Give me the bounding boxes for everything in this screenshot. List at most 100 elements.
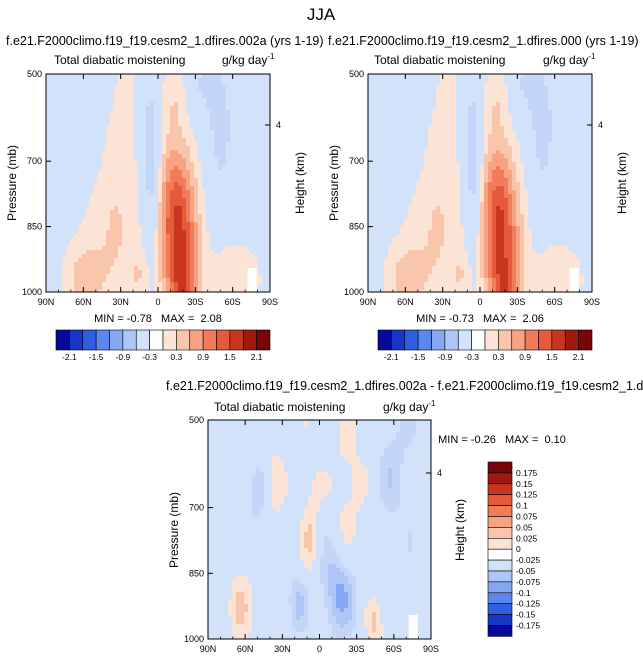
field-cell: [400, 186, 405, 191]
field-cell: [58, 94, 63, 99]
field-cell: [86, 214, 91, 219]
field-cell: [572, 154, 577, 159]
field-cell: [254, 134, 259, 139]
field-cell: [146, 190, 151, 195]
field-cell: [380, 110, 385, 115]
field-cell: [476, 142, 481, 147]
field-cell: [114, 162, 119, 167]
field-cell: [222, 158, 227, 163]
field-cell: [182, 174, 187, 179]
field-cell: [424, 126, 429, 131]
field-cell: [428, 130, 433, 135]
field-cell: [424, 170, 429, 175]
field-cell: [472, 194, 477, 199]
field-cell: [380, 138, 385, 143]
field-cell: [432, 202, 437, 207]
colorbar-label: 0.3: [492, 352, 504, 362]
field-cell: [186, 258, 191, 263]
field-cell: [436, 142, 441, 147]
field-cell: [206, 122, 211, 127]
field-cell: [258, 222, 263, 227]
field-cell: [154, 126, 159, 131]
field-cell: [464, 94, 469, 99]
field-cell: [540, 114, 545, 119]
field-cell: [122, 290, 127, 293]
field-cell: [114, 222, 119, 227]
field-cell: [102, 274, 107, 279]
field-cell: [432, 118, 437, 123]
field-cell: [122, 158, 127, 163]
field-cell: [78, 126, 83, 131]
field-cell: [178, 122, 183, 127]
field-cell: [182, 270, 187, 275]
field-cell: [150, 286, 155, 291]
field-cell: [86, 254, 91, 259]
field-cell: [182, 262, 187, 267]
field-cell: [46, 198, 51, 203]
field-cell: [456, 122, 461, 127]
field-cell: [504, 74, 509, 79]
field-cell: [118, 82, 123, 87]
field-cell: [424, 94, 429, 99]
field-cell: [214, 278, 219, 283]
field-cell: [138, 182, 143, 187]
field-cell: [218, 262, 223, 267]
field-cell: [544, 74, 549, 79]
field-cell: [154, 118, 159, 123]
field-cell: [432, 90, 437, 95]
field-cell: [174, 202, 179, 207]
field-cell: [70, 250, 75, 255]
field-cell: [106, 230, 111, 235]
field-cell: [464, 106, 469, 111]
field-cell: [162, 174, 167, 179]
field-cell: [142, 234, 147, 239]
field-cell: [508, 78, 513, 83]
field-cell: [412, 178, 417, 183]
field-cell: [170, 270, 175, 275]
field-cell: [552, 110, 557, 115]
field-cell: [194, 190, 199, 195]
field-cell: [66, 98, 71, 103]
field-cell: [568, 122, 573, 127]
field-cell: [368, 146, 373, 151]
field-cell: [500, 130, 505, 135]
field-cell: [234, 282, 239, 287]
field-cell: [114, 206, 119, 211]
field-cell: [62, 150, 67, 155]
field-cell: [484, 138, 489, 143]
field-cell: [376, 78, 381, 83]
field-cell: [254, 226, 259, 231]
field-cell: [242, 214, 247, 219]
field-cell: [198, 210, 203, 215]
field-cell: [254, 258, 259, 263]
field-cell: [444, 174, 449, 179]
field-cell: [70, 98, 75, 103]
field-cell: [178, 262, 183, 267]
field-cell: [66, 122, 71, 127]
field-cell: [166, 222, 171, 227]
field-cell: [416, 86, 421, 91]
field-cell: [138, 222, 143, 227]
field-cell: [254, 90, 259, 95]
field-cell: [250, 246, 255, 251]
field-cell: [560, 166, 565, 171]
field-cell: [420, 78, 425, 83]
field-cell: [74, 158, 79, 163]
field-cell: [86, 258, 91, 263]
field-cell: [266, 246, 271, 251]
field-cell: [198, 82, 203, 87]
field-cell: [226, 186, 231, 191]
field-cell: [202, 82, 207, 87]
field-cell: [416, 110, 421, 115]
field-cell: [142, 126, 147, 131]
field-cell: [500, 162, 505, 167]
field-cell: [230, 186, 235, 191]
field-cell: [94, 182, 99, 187]
field-cell: [230, 238, 235, 243]
field-cell: [226, 238, 231, 243]
field-cell: [86, 114, 91, 119]
field-cell: [234, 122, 239, 127]
field-cell: [150, 130, 155, 135]
field-cell: [130, 122, 135, 127]
field-cell: [246, 118, 251, 123]
